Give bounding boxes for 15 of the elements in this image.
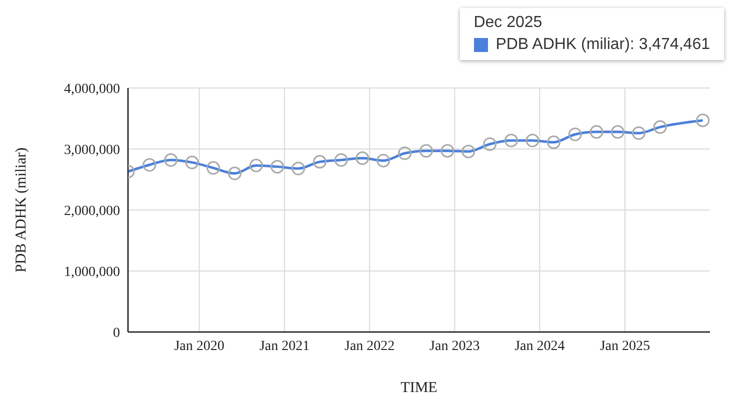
- y-tick-label: 0: [113, 326, 120, 341]
- x-tick-label: Jan 2024: [514, 338, 565, 354]
- y-tick-label: 3,000,000: [64, 142, 120, 158]
- x-tick-label: Jan 2025: [600, 338, 650, 354]
- y-axis-title: PDB ADHK (miliar): [13, 148, 30, 272]
- x-tick-label: Jan 2023: [430, 338, 480, 354]
- text: PDB ADHK (miliar): 3,474,461: [496, 36, 710, 54]
- text: Dec 2025: [474, 14, 542, 32]
- y-tick-label: 2,000,000: [64, 204, 120, 219]
- x-tick-label: Jan 2022: [344, 338, 395, 354]
- x-tick-label: Jan 2020: [174, 338, 224, 354]
- y-tick-label: 4,000,000: [64, 82, 120, 97]
- x-axis-title: TIME: [400, 380, 438, 396]
- x-tick-label: Jan 2021: [259, 338, 310, 354]
- y-tick-label: 1,000,000: [64, 264, 120, 280]
